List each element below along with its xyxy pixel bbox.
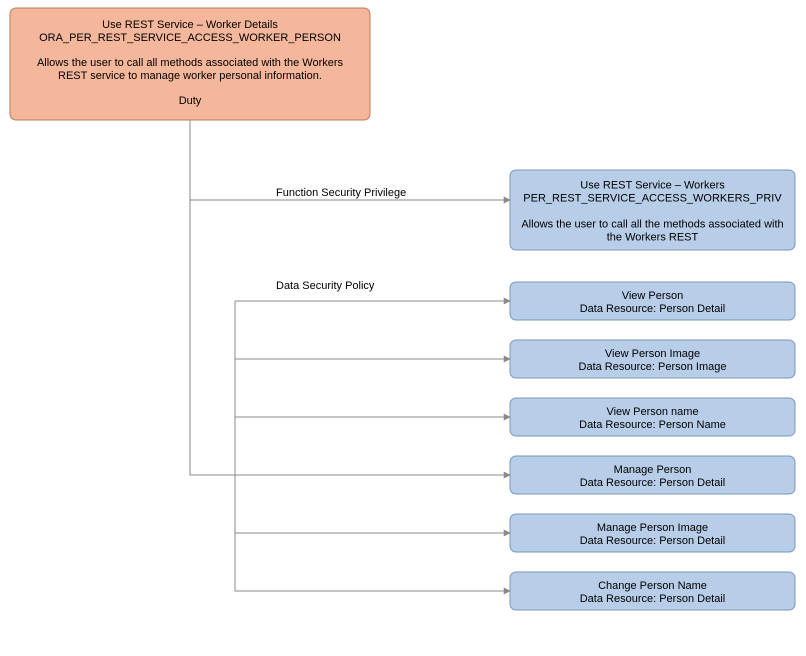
security-diagram: Use REST Service – Worker DetailsORA_PER… xyxy=(0,0,806,656)
svg-text:View Person: View Person xyxy=(622,290,684,302)
svg-text:Data Resource: Person Name: Data Resource: Person Name xyxy=(579,419,726,431)
label-data-security-policy: Data Security Policy xyxy=(276,280,375,292)
svg-text:PER_REST_SERVICE_ACCESS_WORKER: PER_REST_SERVICE_ACCESS_WORKERS_PRIV xyxy=(523,193,782,205)
label-function-security-privilege: Function Security Privilege xyxy=(276,187,406,199)
svg-text:Data Resource: Person Detail: Data Resource: Person Detail xyxy=(580,303,726,315)
svg-text:Data Resource: Person Image: Data Resource: Person Image xyxy=(579,361,727,373)
nodes-layer: Use REST Service – Worker DetailsORA_PER… xyxy=(10,8,795,610)
svg-text:Manage Person: Manage Person xyxy=(614,464,692,476)
svg-text:the Workers REST: the Workers REST xyxy=(607,232,699,244)
svg-text:Manage Person Image: Manage Person Image xyxy=(597,522,708,534)
svg-text:View Person Image: View Person Image xyxy=(605,348,700,360)
svg-text:Data Resource: Person Detail: Data Resource: Person Detail xyxy=(580,477,726,489)
svg-text:Data Resource: Person Detail: Data Resource: Person Detail xyxy=(580,535,726,547)
svg-text:Use REST Service – Workers: Use REST Service – Workers xyxy=(580,180,725,192)
svg-text:Duty: Duty xyxy=(179,95,202,107)
svg-text:Data Resource: Person Detail: Data Resource: Person Detail xyxy=(580,593,726,605)
edge-main-to-subtrunk xyxy=(190,200,235,475)
labels-layer: Function Security Privilege Data Security… xyxy=(276,187,406,292)
svg-text:View Person name: View Person name xyxy=(606,406,698,418)
svg-text:Change Person Name: Change Person Name xyxy=(598,580,707,592)
svg-text:ORA_PER_REST_SERVICE_ACCESS_WO: ORA_PER_REST_SERVICE_ACCESS_WORKER_PERSO… xyxy=(39,32,341,44)
svg-text:Use REST Service – Worker Deta: Use REST Service – Worker Details xyxy=(102,19,278,31)
svg-text:REST service to manage worker: REST service to manage worker personal i… xyxy=(58,70,322,82)
svg-text:Allows the user to call all me: Allows the user to call all methods asso… xyxy=(37,57,344,69)
svg-text:Allows the user to call all th: Allows the user to call all the methods … xyxy=(521,219,783,231)
